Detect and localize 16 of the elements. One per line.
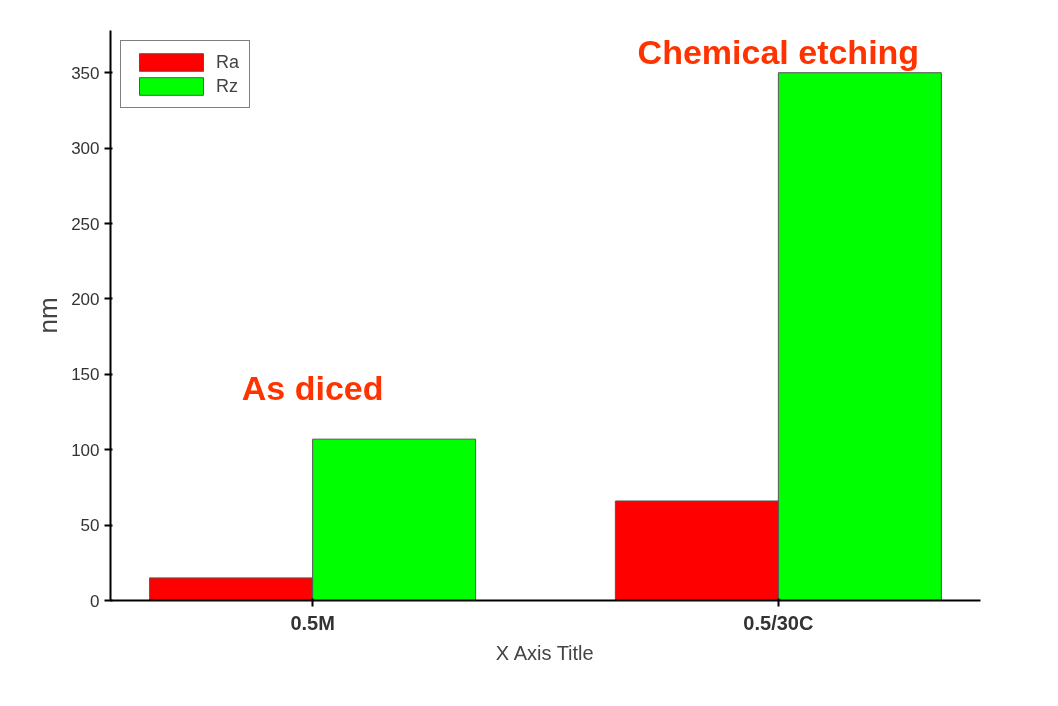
x-tick-label: 0.5M: [290, 611, 335, 634]
y-tick-label: 0: [90, 591, 100, 611]
legend-label: Rz: [216, 75, 238, 97]
y-tick-label: 250: [71, 214, 100, 234]
y-axis-title: nm: [33, 297, 64, 334]
x-axis-title: X Axis Title: [495, 641, 594, 664]
y-tick-label: 350: [71, 63, 100, 83]
y-tick-label: 100: [71, 440, 100, 460]
annotation: As diced: [241, 369, 384, 408]
y-tick-label: 50: [80, 516, 100, 536]
y-tick-label: 300: [71, 139, 100, 159]
y-tick-label: 150: [71, 365, 100, 385]
y-tick-label: 200: [71, 289, 100, 309]
annotation: Chemical etching: [637, 32, 920, 71]
x-tick-label: 0.5/30C: [743, 611, 814, 634]
legend-label: Ra: [216, 51, 240, 73]
